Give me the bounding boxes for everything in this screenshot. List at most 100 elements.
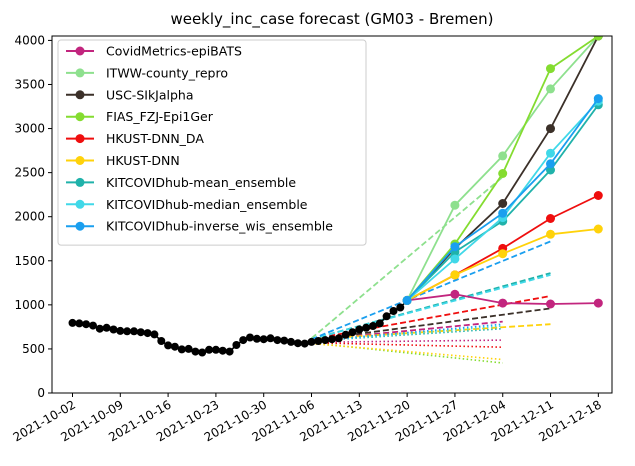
legend-marker-0 — [75, 46, 85, 56]
y-tick-label: 2000 — [14, 210, 45, 224]
y-axis: 0 500 1000 1500 2000 2500 3000 3500 4000 — [14, 33, 52, 400]
series-8-point — [593, 94, 603, 104]
legend-label-7: KITCOVIDhub-median_ensemble — [106, 197, 308, 212]
series-3-point — [498, 169, 508, 178]
legend-marker-3 — [75, 112, 85, 122]
legend-label-2: USC-SIkJalpha — [106, 87, 194, 102]
observed-point — [89, 321, 97, 330]
y-tick-label: 1000 — [14, 298, 45, 312]
legend-marker-2 — [75, 90, 85, 100]
plot-area — [68, 36, 603, 364]
series-6-point — [546, 165, 555, 175]
observed-point — [130, 327, 138, 336]
legend-marker-1 — [75, 68, 85, 78]
observed-point — [102, 323, 111, 332]
series-5-lower-line — [311, 342, 503, 361]
observed-point — [314, 337, 323, 345]
observed-point — [239, 336, 248, 345]
legend-marker-7 — [75, 199, 85, 209]
observed-point — [232, 341, 241, 349]
series-2-point — [498, 199, 508, 208]
y-tick-label: 3500 — [14, 77, 45, 91]
observed-point — [355, 325, 364, 334]
y-tick-label: 2500 — [14, 166, 45, 180]
series-8-point — [450, 242, 460, 252]
observed-point — [369, 322, 377, 330]
observed-point — [252, 334, 261, 343]
series-1-point — [546, 84, 555, 94]
observed-point — [191, 347, 200, 356]
series-8-point — [402, 295, 412, 305]
observed-point — [143, 329, 152, 338]
series-1-point — [450, 200, 460, 210]
series-5-point — [498, 249, 508, 259]
observed-point — [75, 319, 84, 328]
chart-title: weekly_inc_case forecast (GM03 - Bremen) — [170, 10, 493, 29]
y-tick-label: 3000 — [14, 122, 45, 136]
observed-point — [177, 345, 186, 354]
series-3-lower-line — [311, 342, 503, 364]
observed-point — [198, 348, 207, 357]
observed-point — [170, 342, 179, 351]
series-1-point — [498, 151, 508, 161]
observed-point — [334, 334, 343, 343]
series-3-point — [546, 64, 555, 74]
observed-point — [116, 326, 125, 335]
legend-label-6: KITCOVIDhub-mean_ensemble — [106, 175, 296, 190]
legend-label-1: ITWW-county_repro — [106, 65, 228, 80]
y-tick-label: 0 — [37, 386, 45, 400]
legend-box — [57, 39, 367, 246]
observed-point — [123, 327, 132, 336]
series-2-line — [406, 36, 600, 302]
legend-label-4: HKUST-DNN_DA — [106, 131, 204, 146]
observed-point — [95, 324, 104, 333]
series-3-line — [406, 36, 599, 301]
observed-point — [382, 312, 391, 321]
series-5-line — [406, 228, 599, 302]
observed-point — [218, 346, 227, 355]
observed-point — [68, 318, 77, 327]
observed-point — [136, 328, 145, 337]
series-0-point — [498, 298, 508, 308]
series-1-line — [406, 36, 599, 301]
observed-point — [82, 320, 91, 329]
axes-frame — [51, 35, 613, 394]
series-8-point — [546, 159, 555, 169]
series-7-point — [546, 148, 555, 158]
series-0-point — [546, 299, 555, 309]
y-tick-label: 1500 — [14, 254, 45, 268]
series-8-mid-line — [311, 240, 551, 341]
legend-marker-6 — [75, 177, 85, 187]
series-0-point — [593, 298, 603, 308]
series-4-point — [546, 214, 555, 223]
observed-point — [266, 334, 275, 343]
y-tick-label: 500 — [22, 342, 45, 356]
observed-point — [307, 337, 316, 346]
series-1-mid-line — [310, 176, 504, 339]
observed-point — [300, 339, 309, 348]
legend: CovidMetrics-epiBATS ITWW-county_repro USC… — [57, 39, 367, 246]
observed-point — [211, 345, 220, 354]
legend-marker-4 — [75, 134, 85, 144]
observed-point — [321, 336, 330, 345]
observed-point — [396, 303, 405, 312]
series-0-point — [450, 289, 460, 299]
observed-point — [375, 319, 384, 328]
series-7-point — [450, 254, 460, 264]
series-5-point — [546, 229, 555, 239]
observed-point — [348, 328, 357, 337]
observed-point — [225, 347, 234, 356]
legend-label-8: KITCOVIDhub-inverse_wis_ensemble — [106, 219, 333, 234]
observed-point — [328, 335, 336, 344]
observed-point — [280, 336, 289, 345]
series-2-point — [546, 124, 555, 134]
legend-marker-5 — [75, 156, 85, 165]
series-3-point — [593, 36, 603, 41]
observed-point — [164, 341, 173, 350]
observed-point — [184, 344, 193, 353]
series-5-point — [593, 224, 603, 234]
observed-point — [205, 345, 214, 354]
observed-point — [287, 337, 295, 346]
